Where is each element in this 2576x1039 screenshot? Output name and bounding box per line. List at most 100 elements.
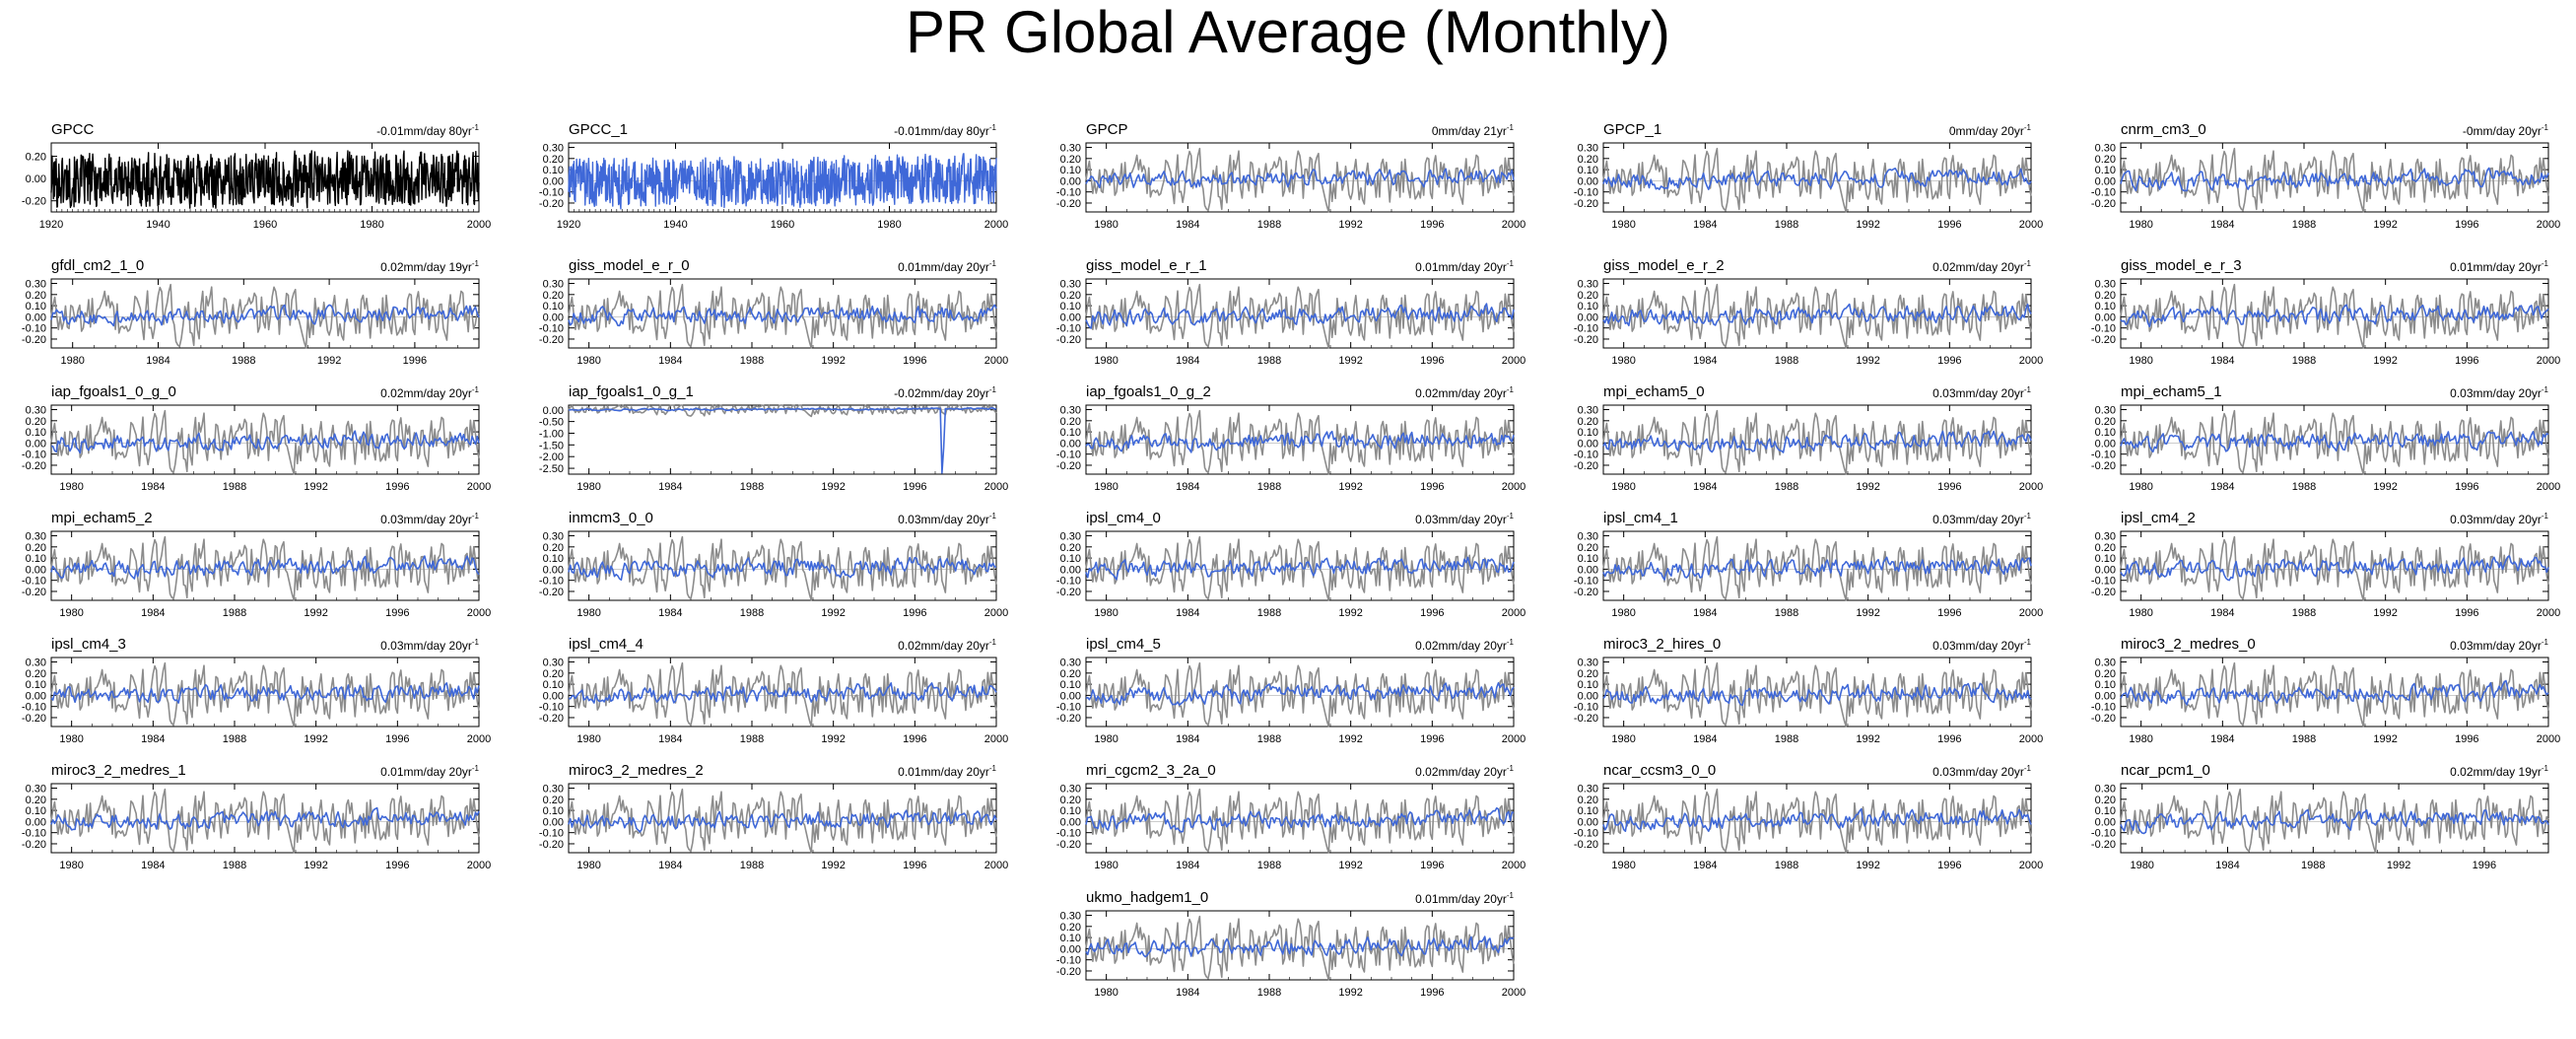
series-line-model (2120, 167, 2549, 192)
panel-title: giss_model_e_r_2 (1603, 257, 1725, 274)
x-tick-label: 1984 (141, 481, 165, 493)
x-tick-label: 1988 (223, 860, 246, 871)
y-tick-label: -0.20 (22, 460, 46, 472)
x-tick-label: 1980 (1611, 219, 1635, 231)
y-tick-label: 0.20 (26, 795, 46, 806)
trend-label: 0.03mm/day 20yr-1 (1932, 385, 2031, 400)
y-tick-label: 0.20 (2095, 154, 2116, 166)
series-line-model (50, 555, 480, 580)
series-line-model (50, 304, 480, 327)
x-tick-label: 2000 (1502, 733, 1525, 745)
plot-frame (1085, 783, 1515, 854)
series-line-model (1085, 303, 1515, 329)
y-tick-label: -0.10 (2091, 450, 2116, 461)
series-line-observed (1085, 147, 1515, 213)
panel-title: ipsl_cm4_0 (1086, 510, 1161, 526)
x-tick-label: 1984 (141, 860, 165, 871)
series-line-model (2120, 679, 2549, 706)
x-tick-label: 1984 (2210, 219, 2234, 231)
y-tick-label: -0.20 (1056, 713, 1081, 725)
x-tick-label: 1980 (1094, 733, 1118, 745)
x-tick-label: 1992 (1338, 219, 1362, 231)
series-line-observed (2120, 661, 2549, 727)
x-tick-label: 1992 (304, 733, 327, 745)
trend-label: 0.02mm/day 20yr-1 (380, 385, 479, 400)
series-line-observed (2120, 147, 2549, 213)
trend-label: 0.01mm/day 20yr-1 (380, 764, 479, 779)
y-tick-label: 0.00 (543, 564, 564, 576)
panel-title: GPCC (51, 121, 95, 138)
x-tick-label: 2000 (2019, 219, 2043, 231)
trend-label: 0.03mm/day 20yr-1 (1932, 764, 2031, 779)
series-line-model (568, 304, 997, 327)
y-tick-label: 0.00 (1060, 312, 1081, 323)
x-tick-label: 1988 (2301, 860, 2325, 871)
y-tick-label: 0.20 (1578, 668, 1598, 680)
y-tick-label: 0.10 (1578, 805, 1598, 817)
plot-area: 0.300.200.100.00-0.10-0.20 1980 1984 1988 19… (539, 530, 1008, 619)
x-tick-label: 1988 (740, 607, 764, 619)
page-title: PR Global Average (Monthly) (906, 0, 1670, 65)
series-line-model (1085, 556, 1515, 581)
x-tick-label: 1960 (253, 219, 277, 231)
x-tick-label: 1984 (1176, 733, 1199, 745)
x-tick-label: 1992 (1338, 607, 1362, 619)
x-tick-label: 1984 (1693, 607, 1717, 619)
plot-area: 0.300.200.100.00-0.10-0.20 1980 1984 1988 19… (1056, 404, 1525, 493)
y-tick-label: -0.20 (2091, 334, 2116, 346)
y-tick-label: 0.00 (1578, 438, 1598, 450)
x-tick-label: 2000 (2537, 355, 2560, 367)
y-tick-label: 0.20 (543, 290, 564, 302)
y-tick-label: -0.20 (1056, 587, 1081, 598)
trend-label: 0.03mm/day 20yr-1 (2450, 385, 2548, 400)
y-tick-label: 0.00 (2095, 564, 2116, 576)
y-tick-label: -0.10 (539, 323, 564, 335)
y-tick-label: -0.10 (2091, 702, 2116, 714)
x-tick-label: 1992 (317, 355, 341, 367)
trend-label: 0.03mm/day 20yr-1 (2450, 512, 2548, 526)
x-tick-label: 1992 (2373, 481, 2397, 493)
y-tick-label: 0.30 (1060, 405, 1081, 417)
y-tick-label: 0.10 (26, 553, 46, 565)
plot-area: 0.300.200.100.00-0.10-0.20 1980 1984 1988 19… (2091, 783, 2549, 871)
x-tick-label: 1980 (59, 607, 83, 619)
x-tick-label: 1988 (1775, 355, 1798, 367)
x-tick-label: 1984 (658, 860, 682, 871)
x-tick-label: 1988 (740, 733, 764, 745)
x-tick-label: 1992 (1856, 481, 1879, 493)
x-tick-label: 2000 (2019, 860, 2043, 871)
panel-title: cnrm_cm3_0 (2121, 121, 2206, 138)
y-tick-label: 0.10 (1578, 165, 1598, 176)
y-tick-label: -0.10 (22, 828, 46, 840)
trend-label: 0.02mm/day 20yr-1 (1415, 764, 1514, 779)
y-tick-label: 0.10 (1060, 427, 1081, 439)
x-tick-label: 2000 (467, 733, 491, 745)
y-tick-label: 0.30 (1060, 143, 1081, 155)
trend-label: 0.02mm/day 20yr-1 (1932, 259, 2031, 274)
series-line-model (1085, 935, 1515, 958)
y-tick-label: 0.20 (543, 668, 564, 680)
trend-label: 0.01mm/day 20yr-1 (1415, 891, 1514, 906)
y-tick-label: -0.10 (1574, 576, 1598, 588)
plot-frame (1085, 910, 1515, 981)
y-tick-label: 0.00 (1060, 816, 1081, 828)
series-line-model (50, 806, 480, 831)
trend-label: 0.03mm/day 20yr-1 (380, 512, 479, 526)
plot-area: 0.300.200.100.00-0.10-0.20 1980 1984 1988 19… (22, 783, 491, 871)
y-tick-label: -0.20 (1574, 460, 1598, 472)
plot-area: 0.300.200.100.00-0.10-0.20 1980 1984 1988 19… (2091, 142, 2560, 231)
panel-title: GPCP_1 (1603, 121, 1662, 138)
x-tick-label: 1920 (39, 219, 63, 231)
y-tick-label: -0.50 (539, 417, 564, 429)
y-tick-label: 0.30 (26, 531, 46, 543)
x-tick-label: 1984 (658, 733, 682, 745)
series-line-model (568, 406, 997, 474)
panel-title: ukmo_hadgem1_0 (1086, 889, 1209, 906)
y-tick-label: 0.00 (1060, 943, 1081, 955)
series-line-observed (2120, 283, 2549, 349)
x-tick-label: 2000 (984, 481, 1008, 493)
x-tick-label: 1984 (146, 355, 169, 367)
series-line-model (50, 430, 480, 454)
x-tick-label: 2000 (1502, 219, 1525, 231)
